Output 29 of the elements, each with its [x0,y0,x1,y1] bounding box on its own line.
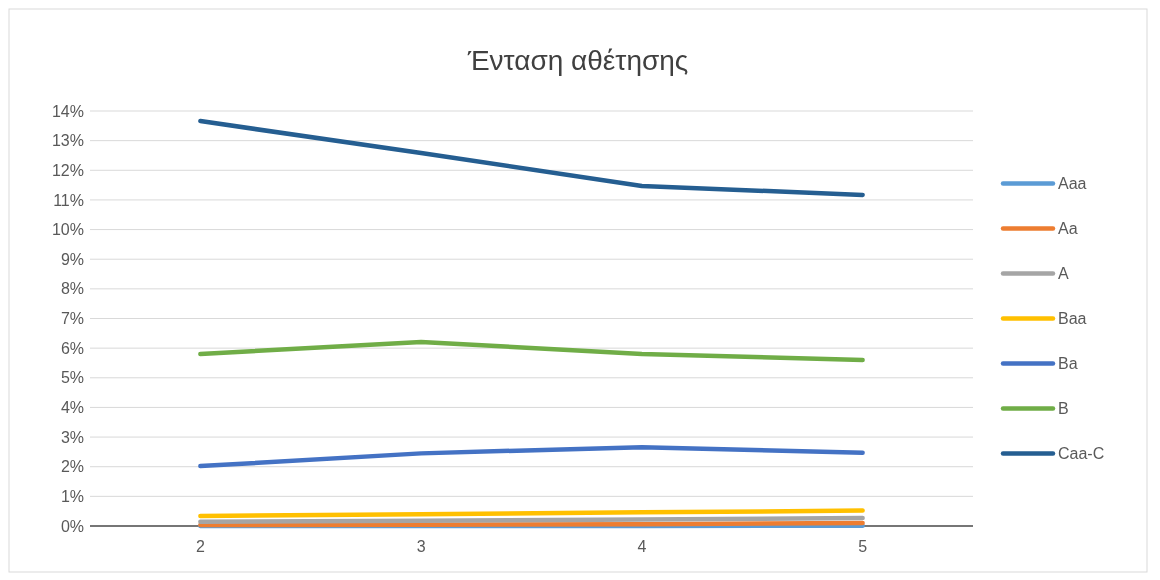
y-tick-label: 13% [51,132,84,150]
legend-label: B [1058,400,1069,418]
y-tick-label: 0% [60,517,84,535]
legend-label: Caa-C [1058,445,1105,463]
x-tick-label: 5 [858,538,868,555]
y-tick-label: 5% [60,369,84,387]
y-tick-label: 10% [51,221,84,239]
x-tick-label: 4 [637,538,647,555]
y-tick-label: 6% [60,339,84,357]
y-tick-label: 4% [60,399,84,417]
line-series [198,118,865,198]
line-series [198,444,865,469]
chart-title: Ένταση αθέτησης [466,45,689,76]
y-tick-label: 1% [60,487,84,505]
legend-label: A [1058,265,1069,283]
y-tick-label: 9% [60,250,84,268]
legend-label: Baa [1058,310,1087,328]
x-tick-label: 3 [416,538,426,555]
y-tick-label: 3% [60,428,84,446]
y-tick-label: 8% [60,280,84,298]
y-tick-label: 11% [53,191,84,209]
x-tick-label: 2 [195,538,205,555]
legend-label: Aaa [1058,175,1087,193]
y-tick-label: 2% [60,458,84,476]
y-tick-label: 7% [60,310,84,328]
y-tick-label: 14% [51,102,84,120]
legend-label: Ba [1058,355,1078,373]
y-tick-label: 12% [51,161,84,179]
legend-label: Aa [1058,220,1078,238]
